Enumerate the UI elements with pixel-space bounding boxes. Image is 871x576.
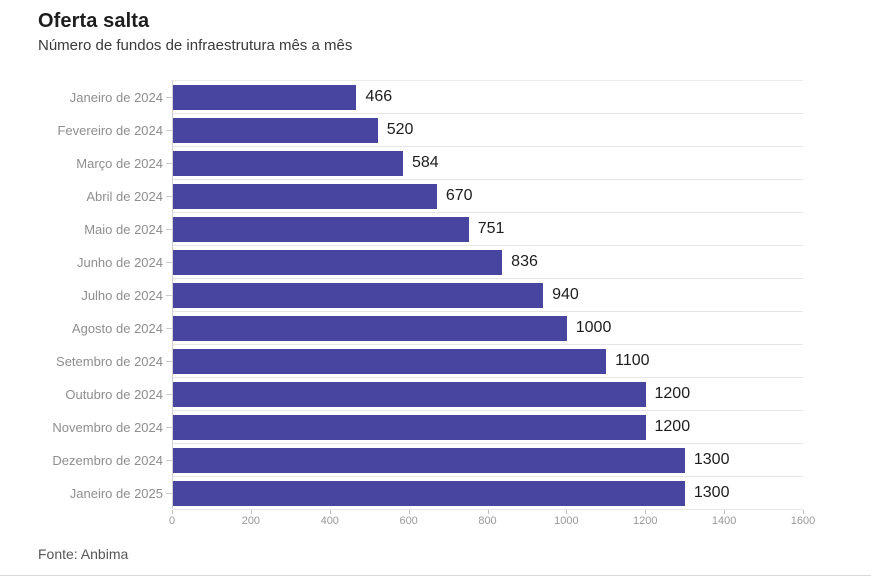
- source-note: Fonte: Anbima: [38, 546, 129, 562]
- category-label: Março de 2024: [76, 156, 163, 171]
- value-label: 466: [365, 88, 393, 105]
- bar[interactable]: [173, 118, 378, 143]
- bar-row: Agosto de 2024 1000: [72, 312, 803, 345]
- x-axis-tick-label: 800: [478, 515, 497, 527]
- x-axis-tick-label: 1600: [790, 515, 816, 527]
- category-tick-mark: [166, 262, 172, 263]
- category-tick-mark: [166, 328, 172, 329]
- value-label: 940: [552, 286, 579, 303]
- value-label: 1200: [654, 385, 691, 402]
- x-axis-tick-mark: [487, 510, 489, 514]
- value-label: 1300: [693, 484, 730, 501]
- x-axis-tick-mark: [329, 510, 331, 514]
- value-label: 1100: [615, 352, 650, 369]
- bar-row: Abril de 2024 670: [86, 180, 803, 213]
- category-label: Janeiro de 2024: [69, 90, 163, 105]
- x-axis: 0 200 400 600 800 1000 1200 1400 1600: [168, 510, 815, 536]
- bar[interactable]: [173, 217, 469, 242]
- category-label: Dezembro de 2024: [52, 453, 163, 468]
- x-axis-tick-label: 1200: [633, 515, 658, 527]
- category-tick-mark: [166, 130, 172, 131]
- category-tick-mark: [166, 460, 172, 461]
- bar-row: Fevereiro de 2024 520: [57, 114, 803, 147]
- category-label: Novembro de 2024: [52, 420, 163, 435]
- x-axis-tick-label: 1000: [554, 515, 579, 527]
- value-label: 520: [386, 121, 414, 138]
- value-label: 1200: [654, 418, 691, 435]
- bar-row: Maio de 2024 751: [84, 213, 803, 246]
- bar[interactable]: [173, 184, 437, 209]
- bar-row: Novembro de 2024 1200: [52, 411, 803, 444]
- category-tick-mark: [166, 229, 172, 230]
- bar[interactable]: [173, 349, 607, 374]
- x-axis-tick-mark: [250, 510, 252, 514]
- category-tick-mark: [166, 361, 172, 362]
- bar[interactable]: [173, 481, 685, 506]
- category-tick-mark: [166, 295, 172, 296]
- x-axis-tick-mark: [408, 510, 410, 514]
- bar[interactable]: [173, 283, 544, 308]
- value-label: 584: [411, 154, 439, 171]
- bar[interactable]: [173, 316, 567, 341]
- bar-row: Janeiro de 2024 466: [70, 81, 803, 114]
- category-label: Setembro de 2024: [56, 354, 163, 369]
- x-axis-tick-label: 0: [168, 515, 176, 527]
- x-axis-tick-label: 200: [241, 515, 261, 527]
- category-label: Junho de 2024: [76, 255, 163, 270]
- bar[interactable]: [173, 415, 646, 440]
- bar-chart-plot-area: Janeiro de 2024 466 Fevereiro de 2024 520 Ma…: [52, 80, 803, 510]
- value-label: 670: [445, 187, 473, 204]
- bar[interactable]: [173, 448, 685, 473]
- x-axis-tick-mark: [566, 510, 568, 514]
- category-label: Julho de 2024: [81, 288, 163, 303]
- category-label: Abril de 2024: [86, 189, 163, 204]
- value-label: 1000: [575, 319, 612, 336]
- bar-row: Outubro de 2024 1200: [65, 378, 803, 411]
- category-label: Fevereiro de 2024: [57, 123, 163, 138]
- chart-title: Oferta salta: [38, 10, 150, 32]
- category-tick-mark: [166, 163, 172, 164]
- category-label: Janeiro de 2025: [69, 486, 163, 501]
- x-axis-tick-mark: [724, 510, 726, 514]
- x-axis-tick-mark: [803, 510, 804, 514]
- x-axis-tick-mark: [645, 510, 647, 514]
- category-tick-mark: [166, 394, 172, 395]
- category-label: Maio de 2024: [84, 222, 163, 237]
- x-axis-tick-label: 400: [320, 515, 339, 527]
- bar-row: Março de 2024 584: [76, 147, 803, 180]
- bar-row: Dezembro de 2024 1300: [52, 444, 803, 477]
- value-label: 836: [511, 253, 538, 270]
- category-tick-mark: [166, 493, 172, 494]
- chart-subtitle: Número de fundos de infraestrutura mês a…: [38, 37, 353, 54]
- x-axis-tick-mark: [172, 510, 173, 514]
- bar[interactable]: [173, 382, 646, 407]
- category-label: Agosto de 2024: [71, 321, 163, 336]
- value-label: 1300: [693, 451, 730, 468]
- category-tick-mark: [166, 427, 172, 428]
- bar-row: Junho de 2024 836: [77, 246, 803, 279]
- x-axis-tick-label: 1400: [711, 515, 737, 527]
- bar[interactable]: [173, 250, 503, 275]
- category-tick-mark: [166, 97, 172, 98]
- bar[interactable]: [173, 85, 357, 110]
- bar-row: Janeiro de 2025 1300: [70, 477, 803, 510]
- bar-row: Julho de 2024 940: [81, 279, 803, 312]
- bar[interactable]: [173, 151, 403, 176]
- category-label: Outubro de 2024: [65, 387, 163, 402]
- x-axis-tick-label: 600: [399, 515, 418, 527]
- category-tick-mark: [166, 196, 172, 197]
- chart-header: Oferta salta Número de fundos de infraes…: [38, 10, 352, 54]
- value-label: 751: [477, 220, 505, 237]
- bar-row: Setembro de 2024 1100: [56, 345, 803, 378]
